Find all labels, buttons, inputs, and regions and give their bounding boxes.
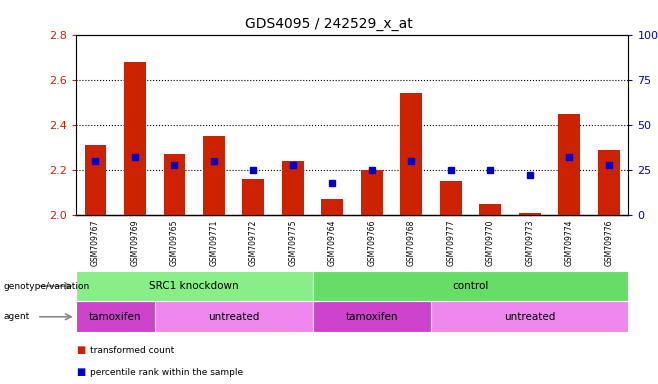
Bar — [282, 161, 304, 215]
Bar — [84, 145, 107, 215]
Text: GSM709768: GSM709768 — [407, 220, 416, 266]
Text: untreated: untreated — [208, 312, 259, 322]
Text: GSM709776: GSM709776 — [604, 220, 613, 266]
Bar — [559, 114, 580, 215]
Text: tamoxifen: tamoxifen — [345, 312, 398, 322]
Bar — [480, 204, 501, 215]
Bar — [361, 170, 383, 215]
Text: SRC1 knockdown: SRC1 knockdown — [149, 281, 239, 291]
Text: GSM709771: GSM709771 — [209, 220, 218, 266]
Text: ■: ■ — [76, 345, 85, 355]
Bar — [203, 136, 225, 215]
Text: untreated: untreated — [504, 312, 555, 322]
Text: GSM709774: GSM709774 — [565, 220, 574, 266]
Text: GSM709767: GSM709767 — [91, 220, 100, 266]
Bar — [598, 150, 620, 215]
Text: GSM709772: GSM709772 — [249, 220, 258, 266]
Text: control: control — [452, 281, 489, 291]
Text: agent: agent — [3, 312, 30, 321]
Bar — [440, 181, 462, 215]
Text: tamoxifen: tamoxifen — [89, 312, 141, 322]
Text: GSM709766: GSM709766 — [367, 220, 376, 266]
Bar — [76, 301, 155, 332]
Bar — [164, 154, 186, 215]
Text: GSM709773: GSM709773 — [525, 220, 534, 266]
Text: GSM709765: GSM709765 — [170, 220, 179, 266]
Text: GDS4095 / 242529_x_at: GDS4095 / 242529_x_at — [245, 17, 413, 31]
Text: percentile rank within the sample: percentile rank within the sample — [90, 368, 243, 377]
Bar — [76, 271, 313, 301]
Bar — [155, 301, 313, 332]
Bar — [322, 199, 343, 215]
Bar — [313, 301, 431, 332]
Text: GSM709777: GSM709777 — [446, 220, 455, 266]
Bar — [519, 213, 541, 215]
Text: genotype/variation: genotype/variation — [3, 281, 89, 291]
Bar — [313, 271, 628, 301]
Text: GSM709769: GSM709769 — [130, 220, 139, 266]
Bar — [243, 179, 265, 215]
Bar — [431, 301, 628, 332]
Text: transformed count: transformed count — [90, 346, 174, 355]
Text: GSM709775: GSM709775 — [288, 220, 297, 266]
Bar — [401, 93, 422, 215]
Text: ■: ■ — [76, 367, 85, 377]
Bar — [124, 61, 146, 215]
Text: GSM709770: GSM709770 — [486, 220, 495, 266]
Text: GSM709764: GSM709764 — [328, 220, 337, 266]
